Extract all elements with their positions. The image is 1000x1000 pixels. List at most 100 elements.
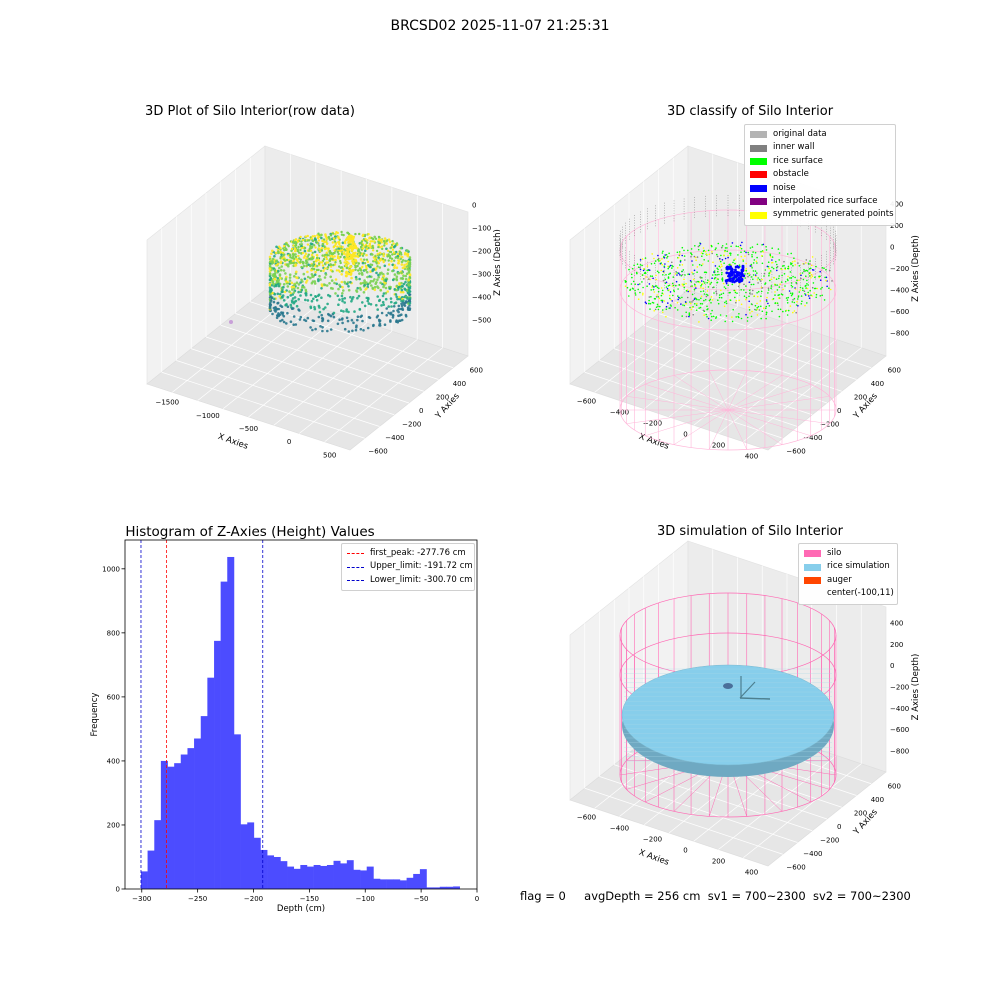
data-point bbox=[320, 296, 323, 300]
classified-point bbox=[690, 248, 693, 250]
grid-line bbox=[673, 301, 872, 369]
classified-point bbox=[750, 315, 753, 318]
data-point bbox=[323, 276, 327, 279]
classified-point bbox=[809, 289, 811, 292]
classified-point bbox=[745, 296, 748, 299]
classified-point bbox=[706, 316, 708, 318]
data-point bbox=[369, 246, 372, 249]
classified-point bbox=[762, 251, 764, 253]
data-point bbox=[295, 304, 299, 308]
data-point bbox=[311, 319, 315, 322]
classified-point bbox=[793, 301, 796, 304]
data-point bbox=[346, 231, 350, 235]
data-point bbox=[349, 265, 353, 269]
histogram-bar bbox=[406, 877, 414, 889]
legend-swatch bbox=[750, 131, 767, 139]
data-point bbox=[321, 254, 324, 257]
auger-arm bbox=[739, 697, 771, 700]
data-point bbox=[310, 253, 314, 257]
classified-point bbox=[787, 275, 789, 278]
classified-point bbox=[669, 291, 672, 293]
data-point bbox=[319, 269, 323, 273]
classified-point bbox=[684, 301, 687, 303]
classified-point bbox=[663, 265, 666, 268]
classified-point bbox=[645, 276, 647, 278]
classified-point bbox=[654, 298, 657, 300]
classified-point bbox=[808, 272, 811, 274]
data-point bbox=[273, 277, 276, 281]
classified-point bbox=[699, 306, 702, 309]
classified-point bbox=[745, 262, 747, 265]
legend-entry: obstacle bbox=[750, 168, 890, 181]
data-point bbox=[389, 297, 393, 300]
data-point bbox=[353, 254, 356, 258]
classified-point bbox=[676, 251, 679, 254]
classified-point bbox=[706, 305, 708, 308]
data-point bbox=[351, 241, 355, 245]
data-point bbox=[392, 305, 396, 308]
classified-point bbox=[746, 272, 749, 275]
y-tick-label: −200 bbox=[820, 420, 839, 428]
histogram-bar bbox=[386, 879, 394, 889]
data-point bbox=[305, 262, 308, 265]
classified-point bbox=[688, 290, 691, 293]
classified-point bbox=[652, 302, 655, 304]
histogram-bar bbox=[214, 640, 221, 889]
data-point bbox=[399, 257, 403, 261]
classified-point bbox=[675, 280, 678, 283]
classified-point bbox=[794, 276, 796, 279]
classified-point bbox=[658, 297, 661, 300]
data-point bbox=[340, 318, 344, 321]
histogram-bar bbox=[240, 824, 248, 889]
classified-point bbox=[700, 280, 703, 282]
classified-point bbox=[714, 276, 716, 279]
classified-point bbox=[695, 281, 697, 283]
classified-point bbox=[688, 273, 691, 276]
center-marker bbox=[723, 683, 733, 689]
classified-point bbox=[751, 255, 753, 258]
histogram-bar bbox=[313, 864, 321, 889]
classified-point bbox=[776, 302, 779, 305]
classified-point bbox=[699, 243, 702, 245]
classified-point bbox=[656, 270, 659, 273]
classified-point bbox=[745, 313, 747, 316]
data-point bbox=[300, 246, 303, 250]
data-point bbox=[369, 270, 372, 273]
histogram-bar bbox=[220, 581, 228, 889]
data-point bbox=[297, 298, 301, 301]
data-point bbox=[281, 313, 284, 316]
noise-point bbox=[728, 274, 732, 278]
histogram-bar bbox=[419, 869, 427, 889]
classified-point bbox=[717, 278, 719, 281]
z-tick-label: −100 bbox=[472, 225, 491, 233]
classified-point bbox=[746, 320, 749, 322]
classified-point bbox=[667, 276, 670, 278]
classified-point bbox=[763, 275, 765, 277]
classified-point bbox=[694, 283, 696, 286]
data-point bbox=[296, 259, 299, 262]
legend-entry: symmetric generated points bbox=[750, 208, 894, 221]
data-point bbox=[363, 258, 366, 261]
x-tick-label: −200 bbox=[244, 895, 263, 903]
classified-point bbox=[682, 269, 685, 271]
data-point bbox=[305, 257, 308, 260]
classified-point bbox=[769, 255, 772, 258]
data-point bbox=[348, 238, 352, 241]
data-point bbox=[317, 268, 320, 272]
classified-point bbox=[756, 262, 758, 264]
data-point bbox=[351, 245, 355, 249]
classified-point bbox=[776, 289, 779, 291]
data-point bbox=[361, 301, 364, 304]
panel-simulation: 3D simulation of Silo Interior −600 −400−… bbox=[500, 490, 1000, 1000]
y-tick-label: 200 bbox=[436, 394, 449, 402]
data-point bbox=[297, 254, 300, 258]
data-point bbox=[377, 241, 380, 245]
data-point bbox=[359, 327, 363, 331]
data-point bbox=[310, 237, 313, 240]
data-point bbox=[374, 255, 377, 258]
data-point bbox=[284, 272, 287, 275]
grid-line bbox=[299, 339, 418, 434]
data-point bbox=[408, 301, 412, 305]
data-point bbox=[307, 253, 310, 256]
classified-point bbox=[799, 273, 801, 275]
